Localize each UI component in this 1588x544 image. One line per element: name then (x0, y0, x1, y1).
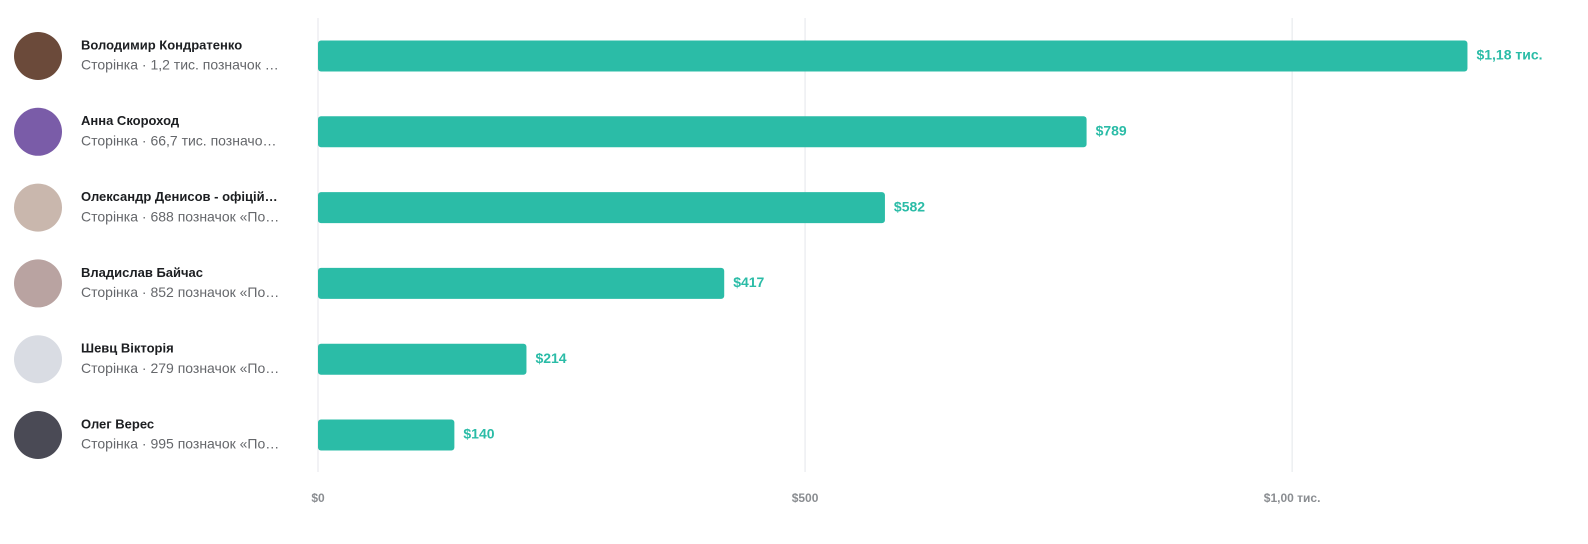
bar (318, 116, 1087, 148)
x-tick-label: $500 (792, 491, 819, 505)
category-name: Олександр Денисов - офіцій… (81, 189, 278, 204)
x-tick-label: $1,00 тис. (1264, 491, 1321, 505)
category-name: Олег Верес (81, 416, 154, 431)
category-subtitle: Сторінка · 1,2 тис. позначок … (81, 57, 279, 73)
avatar (14, 32, 62, 80)
bar (318, 267, 725, 299)
category-name: Шевц Вікторія (81, 341, 174, 356)
category-name: Анна Скороход (81, 113, 180, 128)
value-label: $140 (463, 426, 494, 442)
category-name: Володимир Кондратенко (81, 37, 242, 52)
avatar (14, 107, 62, 156)
category-subtitle: Сторінка · 995 позначок «По… (81, 436, 279, 452)
value-label: $1,18 тис. (1476, 47, 1542, 63)
value-label: $417 (733, 274, 764, 290)
bar (318, 419, 455, 451)
avatar (14, 411, 62, 459)
avatar (14, 259, 62, 308)
category-subtitle: Сторінка · 279 позначок «По… (81, 360, 279, 376)
x-tick-label: $0 (311, 491, 325, 505)
category-subtitle: Сторінка · 852 позначок «По… (81, 284, 279, 300)
value-label: $582 (894, 198, 925, 214)
value-label: $214 (535, 350, 566, 366)
bar (318, 192, 885, 224)
category-subtitle: Сторінка · 688 позначок «По… (81, 208, 279, 224)
value-label: $789 (1096, 123, 1127, 139)
avatar (14, 335, 62, 384)
category-name: Владислав Байчас (81, 265, 203, 280)
bar (318, 343, 527, 375)
category-subtitle: Сторінка · 66,7 тис. позначо… (81, 133, 277, 149)
avatar (14, 183, 62, 232)
bar (318, 40, 1468, 72)
